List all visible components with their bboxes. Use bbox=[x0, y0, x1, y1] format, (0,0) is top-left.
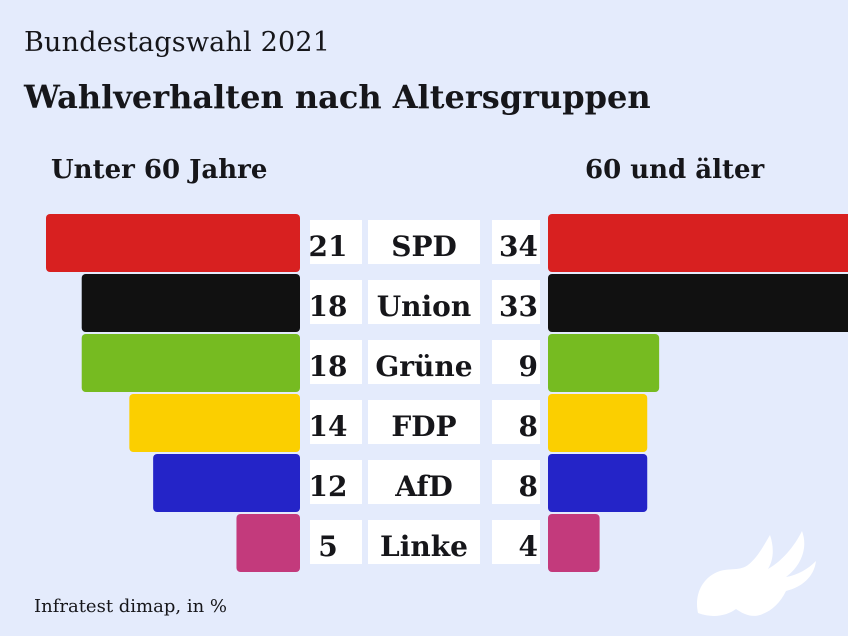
right-series-label: 60 und älter bbox=[585, 155, 765, 185]
bar-60-plus-4 bbox=[548, 454, 648, 512]
chart-title: Wahlverhalten nach Altersgruppen bbox=[24, 78, 651, 116]
party-box bbox=[368, 520, 480, 564]
party-label: SPD bbox=[391, 230, 457, 263]
party-box bbox=[368, 460, 480, 504]
value-box-left bbox=[310, 460, 362, 504]
bar-60-plus-2 bbox=[548, 334, 660, 392]
stylized-eagle-icon bbox=[696, 531, 816, 616]
value-label-under-60: 5 bbox=[318, 530, 337, 563]
bar-under-60-5 bbox=[236, 514, 300, 572]
party-label: FDP bbox=[391, 410, 456, 443]
value-box-right bbox=[492, 460, 540, 504]
value-box-left bbox=[310, 520, 362, 564]
value-label-under-60: 18 bbox=[309, 290, 348, 323]
value-box-right bbox=[492, 520, 540, 564]
bar-60-plus-0 bbox=[548, 214, 848, 272]
source-note: Infratest dimap, in % bbox=[34, 596, 227, 617]
value-label-under-60: 14 bbox=[309, 410, 348, 443]
value-label-under-60: 18 bbox=[309, 350, 348, 383]
left-series-label: Unter 60 Jahre bbox=[51, 155, 268, 185]
value-label-60-plus: 9 bbox=[519, 350, 538, 383]
bar-under-60-4 bbox=[153, 454, 300, 512]
value-box-right bbox=[492, 280, 540, 324]
party-box bbox=[368, 400, 480, 444]
value-box-left bbox=[310, 400, 362, 444]
party-label: AfD bbox=[394, 470, 453, 503]
value-label-60-plus: 33 bbox=[499, 290, 538, 323]
value-label-60-plus: 8 bbox=[519, 410, 538, 443]
party-label: Linke bbox=[380, 530, 468, 563]
bar-60-plus-5 bbox=[548, 514, 600, 572]
bar-under-60-0 bbox=[46, 214, 300, 272]
value-box-right bbox=[492, 220, 540, 264]
value-box-left bbox=[310, 220, 362, 264]
value-label-under-60: 12 bbox=[309, 470, 348, 503]
value-box-right bbox=[492, 400, 540, 444]
chart-supertitle: Bundestagswahl 2021 bbox=[24, 27, 331, 58]
party-label: Union bbox=[377, 290, 471, 323]
value-label-60-plus: 4 bbox=[519, 530, 538, 563]
bar-60-plus-3 bbox=[548, 394, 648, 452]
value-box-left bbox=[310, 280, 362, 324]
party-label: Grüne bbox=[375, 350, 472, 383]
bar-60-plus-1 bbox=[548, 274, 848, 332]
value-label-under-60: 21 bbox=[309, 230, 348, 263]
party-box bbox=[368, 220, 480, 264]
value-box-right bbox=[492, 340, 540, 384]
party-box bbox=[368, 280, 480, 324]
bar-under-60-2 bbox=[81, 334, 300, 392]
value-label-60-plus: 34 bbox=[499, 230, 538, 263]
value-label-60-plus: 8 bbox=[519, 470, 538, 503]
value-box-left bbox=[310, 340, 362, 384]
party-box bbox=[368, 340, 480, 384]
bar-under-60-3 bbox=[129, 394, 300, 452]
bar-under-60-1 bbox=[81, 274, 300, 332]
